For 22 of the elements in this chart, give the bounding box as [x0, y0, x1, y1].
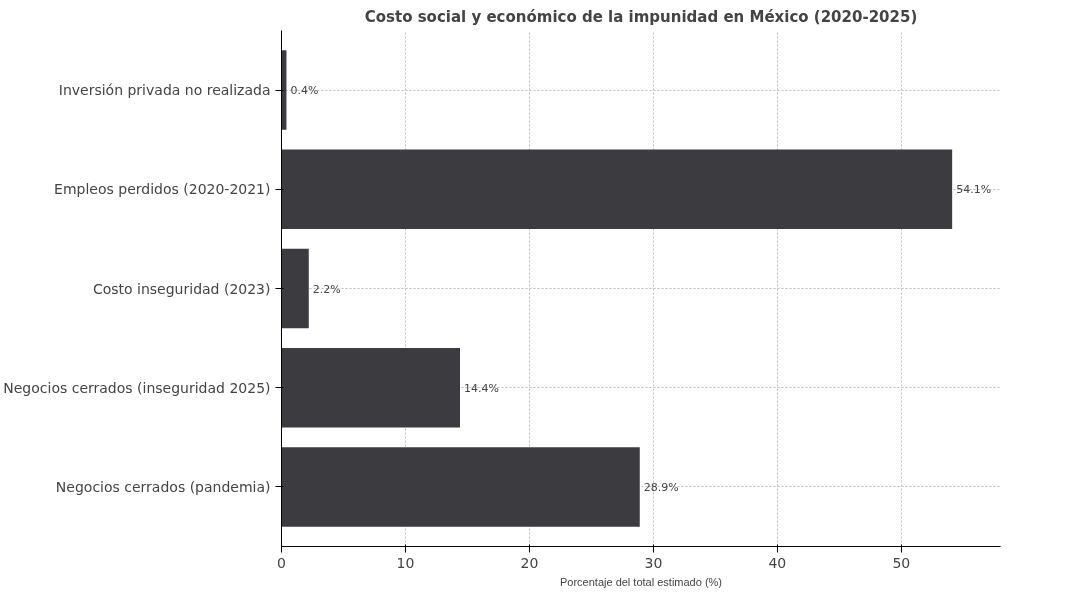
y-tick-label: Negocios cerrados (inseguridad 2025) — [3, 379, 271, 396]
data-label: 28.9% — [643, 480, 679, 494]
chart-title: Costo social y económico de la impunidad en México (2020-2025) — [364, 7, 918, 26]
x-tick-label: 0 — [277, 554, 286, 571]
data-label: 2.2% — [312, 282, 341, 296]
data-label: 14.4% — [464, 381, 499, 395]
bar — [281, 248, 309, 329]
x-tick-label: 50 — [892, 554, 911, 571]
x-tick-label: 10 — [396, 554, 415, 571]
bar — [281, 149, 953, 229]
data-label: 0.4% — [290, 84, 319, 98]
data-label: 54.1% — [956, 183, 992, 197]
y-tick-label: Inversión privada no realizada — [58, 82, 271, 99]
x-tick-label: 20 — [520, 554, 539, 571]
x-tick-label: 30 — [644, 554, 663, 571]
x-tick-label: 40 — [768, 554, 787, 571]
bar — [281, 348, 461, 428]
y-tick-label: Empleos perdidos (2020-2021) — [54, 181, 271, 198]
bar — [281, 447, 640, 527]
y-tick-label: Costo inseguridad (2023) — [92, 280, 271, 297]
y-tick-label: Negocios cerrados (pandemia) — [55, 478, 271, 495]
x-axis-title: Porcentaje del total estimado (%) — [559, 575, 723, 588]
